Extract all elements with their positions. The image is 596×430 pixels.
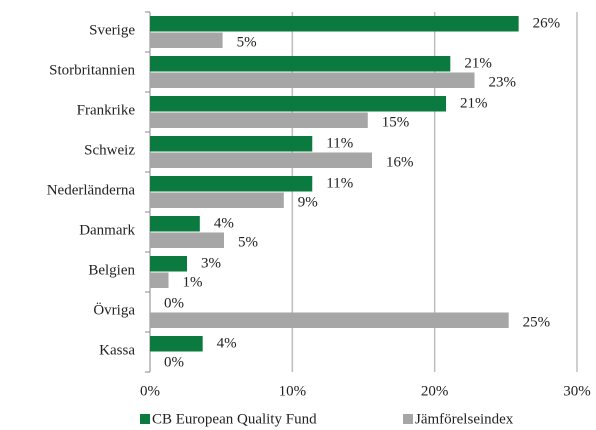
data-label: 16%: [386, 154, 414, 170]
bar: [150, 336, 203, 352]
bar: [150, 272, 169, 288]
data-label: 23%: [489, 74, 517, 90]
data-label: 26%: [533, 15, 561, 31]
y-tick-label: Schweiz: [84, 142, 135, 158]
data-label: 4%: [214, 215, 234, 231]
bar: [150, 216, 200, 232]
bar: [150, 32, 223, 48]
bar: [150, 112, 368, 128]
bar: [150, 256, 188, 272]
x-tick-label: 0%: [140, 383, 160, 399]
data-label: 5%: [238, 234, 258, 250]
y-tick-label: Nederländerna: [47, 182, 136, 198]
bar: [150, 192, 284, 208]
x-tick-label: 10%: [279, 383, 307, 399]
data-label: 25%: [523, 314, 551, 330]
bar: [150, 96, 447, 112]
bar: [150, 312, 509, 328]
data-label: 11%: [326, 175, 353, 191]
bar: [150, 16, 519, 32]
data-label: 1%: [183, 274, 203, 290]
y-tick-label: Frankrike: [77, 102, 136, 118]
data-label: 21%: [460, 95, 488, 111]
bar: [150, 176, 313, 192]
data-label: 15%: [382, 114, 410, 130]
data-label: 3%: [201, 255, 221, 271]
x-tick-label: 20%: [421, 383, 449, 399]
data-label: 9%: [298, 194, 318, 210]
data-label: 5%: [237, 34, 257, 50]
legend-swatch: [140, 414, 150, 424]
data-label: 21%: [464, 55, 492, 71]
bar: [150, 72, 475, 88]
legend-label: Jämförelseindex: [415, 411, 514, 427]
data-label: 0%: [164, 295, 184, 311]
bar: [150, 136, 313, 152]
legend-label: CB European Quality Fund: [152, 411, 317, 427]
y-tick-label: Sverige: [89, 22, 135, 38]
y-tick-label: Belgien: [88, 262, 135, 278]
bar: [150, 56, 451, 72]
data-label: 4%: [217, 335, 237, 351]
y-tick-label: Övriga: [93, 301, 135, 318]
y-tick-label: Danmark: [79, 222, 135, 238]
bar: [150, 232, 225, 248]
x-tick-label: 30%: [563, 383, 591, 399]
y-tick-label: Storbritannien: [49, 62, 135, 78]
legend-swatch: [403, 414, 413, 424]
data-label: 11%: [326, 135, 353, 151]
data-label: 0%: [164, 354, 184, 370]
y-tick-label: Kassa: [99, 342, 135, 358]
bar: [150, 152, 373, 168]
